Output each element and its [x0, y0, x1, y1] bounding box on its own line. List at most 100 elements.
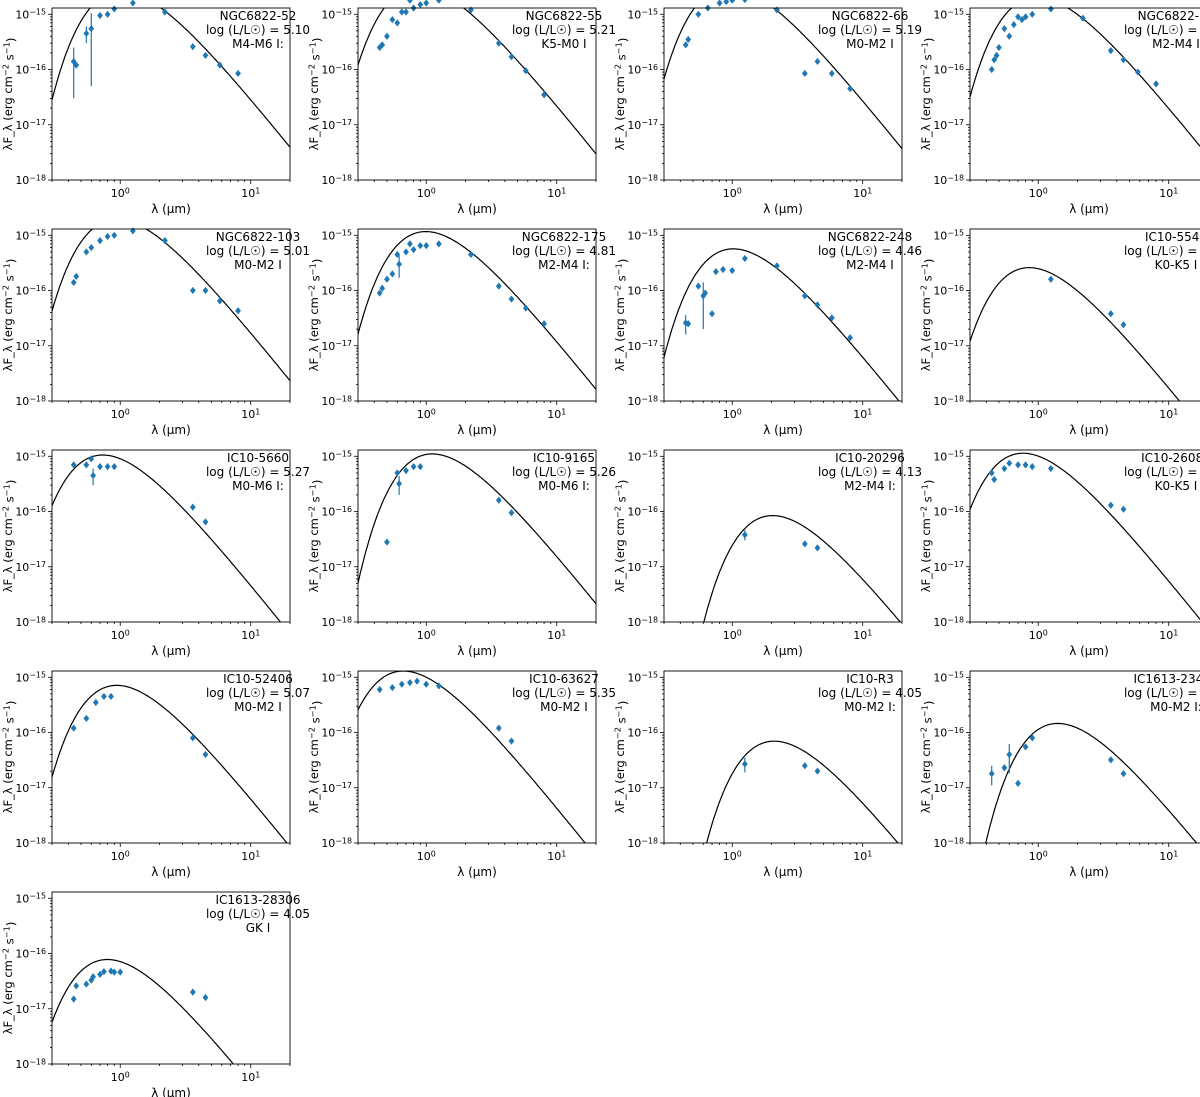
star-name: IC10-R3 — [846, 672, 894, 686]
data-point — [97, 11, 103, 20]
data-point — [73, 982, 80, 990]
x-axis-label: λ (μm) — [763, 423, 803, 437]
y-tick-label: 10−18 — [321, 836, 352, 850]
data-point — [108, 692, 114, 701]
data-point — [1015, 461, 1021, 469]
star-name: IC1613-23465 — [1134, 672, 1200, 686]
x-tick-label: 101 — [1159, 849, 1178, 863]
data-point — [414, 677, 420, 685]
axes-frame — [51, 449, 291, 623]
data-point — [828, 314, 835, 322]
data-point — [83, 980, 90, 988]
y-tick-label: 10−17 — [933, 339, 964, 353]
data-point — [88, 243, 95, 252]
y-tick-label: 10−18 — [933, 173, 964, 187]
axes-frame — [663, 7, 903, 181]
data-point — [129, 0, 136, 7]
data-point — [407, 679, 413, 687]
sed-panel-NGC6822-55: 100 101 10−18 10−17 10−16 10−15 λ (μm) λF_λ (er… — [306, 0, 616, 216]
x-axis-label: λ (μm) — [763, 865, 803, 879]
sed-panel-IC1613-28306: 100 101 10−18 10−17 10−16 10−15 λ (μm) λF_λ (er… — [0, 891, 310, 1097]
model-curve — [664, 248, 900, 401]
luminosity-label: log (L/L☉) = 5.26 — [512, 465, 616, 479]
data-point — [1107, 47, 1114, 55]
x-axis-label: λ (μm) — [457, 865, 497, 879]
y-tick-label: 10−16 — [15, 284, 46, 298]
data-point — [814, 301, 821, 309]
y-tick-label: 10−16 — [933, 63, 964, 77]
y-axis-label: λF_λ (erg cm−2 s−1) — [612, 480, 630, 593]
data-point — [801, 292, 808, 300]
data-point — [111, 463, 118, 471]
data-point — [495, 39, 502, 47]
x-tick-label: 100 — [417, 628, 436, 642]
spectral-type: M0-M2 I — [540, 700, 588, 714]
axes-frame — [969, 228, 1200, 402]
model-curve — [706, 740, 899, 843]
data-point — [216, 61, 223, 69]
data-point — [741, 760, 748, 768]
data-point — [70, 461, 77, 469]
spectral-type: M0-M2 I — [846, 37, 894, 51]
y-tick-label: 10−15 — [933, 671, 964, 685]
data-point — [117, 968, 124, 976]
data-point — [189, 734, 196, 742]
y-tick-label: 10−18 — [15, 836, 46, 850]
star-name: IC10-63627 — [529, 672, 599, 686]
data-point — [1022, 461, 1029, 469]
y-tick-label: 10−15 — [933, 229, 964, 243]
data-point — [435, 682, 442, 690]
star-name: IC10-52406 — [223, 672, 293, 686]
data-point — [508, 53, 515, 61]
data-point — [1019, 16, 1025, 24]
y-tick-label: 10−17 — [321, 781, 352, 795]
y-tick-label: 10−16 — [15, 947, 46, 961]
data-point — [101, 692, 107, 701]
y-tick-label: 10−17 — [933, 118, 964, 132]
x-tick-label: 100 — [111, 1070, 130, 1084]
y-axis-label: λF_λ (erg cm−2 s−1) — [918, 701, 936, 814]
data-point — [162, 8, 168, 16]
x-tick-label: 100 — [417, 849, 436, 863]
y-axis-label: λF_λ (erg cm−2 s−1) — [918, 259, 936, 372]
y-tick-label: 10−16 — [15, 726, 46, 740]
data-point — [1134, 68, 1141, 76]
data-point — [403, 8, 409, 16]
data-point — [685, 35, 692, 44]
x-tick-label: 100 — [1029, 849, 1048, 863]
x-axis-label: λ (μm) — [457, 423, 497, 437]
data-point — [70, 278, 77, 287]
spectral-type: M0-M2 I — [234, 700, 282, 714]
data-point — [1015, 13, 1021, 21]
star-name: IC10-5545 — [1145, 230, 1200, 244]
x-axis-label: λ (μm) — [457, 644, 497, 658]
y-tick-label: 10−15 — [933, 8, 964, 22]
data-point — [417, 242, 424, 250]
data-point — [104, 10, 111, 18]
axes-frame — [51, 228, 291, 402]
y-tick-label: 10−15 — [627, 450, 658, 464]
spectral-type: M0-M6 I: — [232, 479, 284, 493]
sed-panel-NGC6822-66: 100 101 10−18 10−17 10−16 10−15 λ (μm) λF_λ (er… — [612, 0, 922, 216]
star-name: NGC6822-70 — [1138, 9, 1200, 23]
x-axis-label: λ (μm) — [151, 202, 191, 216]
data-point — [101, 968, 107, 976]
y-tick-label: 10−17 — [933, 560, 964, 574]
star-name: IC1613-28306 — [216, 893, 301, 907]
spectral-type: GK I — [246, 921, 271, 935]
y-tick-label: 10−18 — [15, 173, 46, 187]
data-point — [384, 275, 390, 283]
data-point — [1029, 734, 1036, 742]
data-point — [235, 307, 241, 315]
spectral-type: M0-M2 I: — [1150, 700, 1200, 714]
x-tick-label: 100 — [111, 628, 130, 642]
data-point — [189, 503, 196, 511]
data-point — [417, 463, 424, 471]
data-point — [1006, 32, 1013, 40]
data-point — [396, 260, 403, 268]
y-tick-label: 10−16 — [627, 726, 658, 740]
data-point — [495, 282, 502, 290]
x-axis-label: λ (μm) — [763, 202, 803, 216]
data-point — [394, 469, 401, 477]
spectral-type: K0-K5 I — [1155, 258, 1198, 272]
